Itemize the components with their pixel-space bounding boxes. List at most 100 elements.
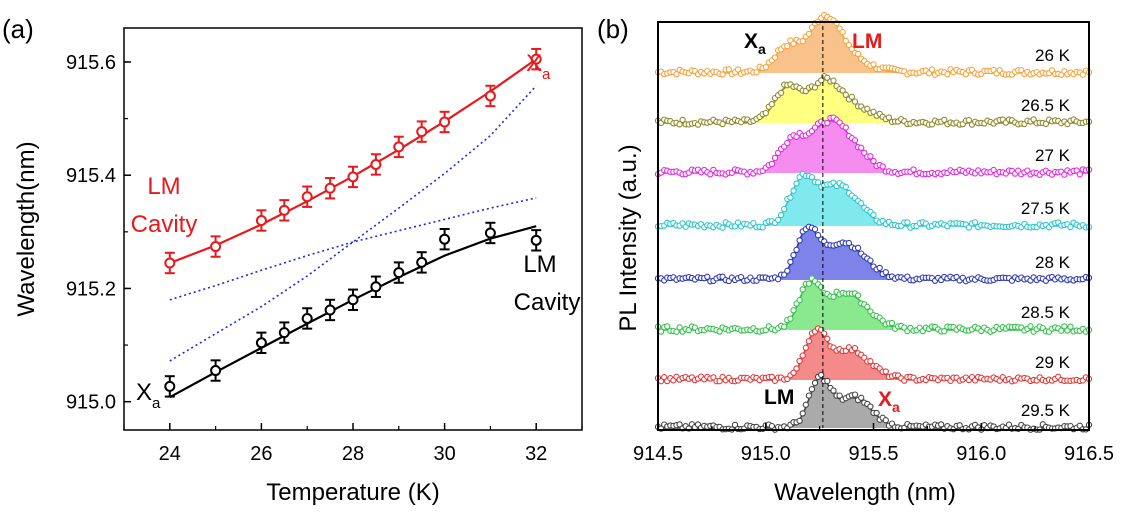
spectrum-point [1058,327,1065,334]
spectrum-point [676,421,683,428]
spectrum-point [774,216,782,224]
spectrum-point [851,137,859,144]
spectrum-point [858,144,865,151]
spectrum-point [1042,120,1050,128]
spectrum-point [836,392,843,399]
spectrum-point [790,187,797,194]
spectrum-fill [658,281,1089,330]
spectrum-point [793,180,800,187]
spectrum-point [876,264,883,272]
data-point [255,337,267,349]
panel-a-ticks: 24 26 28 30 32 915.0 915.2 915.4 915.6 [66,52,583,465]
spectrum-point [1061,323,1068,330]
annotation-cavity-red: Cavity [131,211,198,238]
data-point [484,90,496,102]
x-tick-label: 24 [159,443,181,465]
annotation-lm-red: LM [147,173,180,200]
spectrum-point [719,120,726,128]
spectrum-point [805,392,813,399]
annotation-lm-black: LM [523,251,556,278]
panel-a-points [164,47,542,398]
spectrum-point [1079,71,1086,78]
spectrum-point [805,30,813,38]
spectrum-fill [658,329,1089,380]
data-point [301,312,313,324]
spectrum-point [771,154,779,162]
fit-line [169,197,537,301]
spectrum-point [867,403,874,410]
spectrum-point [676,324,683,331]
data-point [255,215,267,227]
data-point [210,241,222,253]
temperature-label: 28 K [1035,253,1071,272]
temperature-label: 29.5 K [1021,401,1071,420]
spectrum-point [793,365,800,372]
spectrum-point [830,293,837,300]
spectrum-point [882,269,889,276]
data-point [530,234,542,246]
spectrum-point [941,328,948,335]
x-tick-label: 916.0 [956,443,1006,465]
spectrum-point [793,246,800,253]
spectrum-point [762,63,769,71]
x-tick-label: 32 [525,443,547,465]
temperature-label: 27 K [1035,146,1071,165]
spectrum-point [824,377,831,385]
spectrum-point [928,66,936,73]
panel-a-ylabel: Wavelength(nm) [13,141,40,316]
spectrum-point [781,271,788,278]
spectrum-point [851,98,859,105]
spectrum-point [787,315,794,322]
spectrum-point [762,109,769,117]
spectrum-point [784,267,791,274]
data-point [416,256,428,268]
spectrum-point [845,41,853,49]
temperature-label: 26.5 K [1021,96,1071,115]
y-tick-label: 915.2 [66,278,116,300]
annotation-cavity-black: Cavity [514,289,581,316]
data-point [164,380,176,392]
spectrum-point [771,54,779,61]
spectrum-point [965,116,973,124]
panel-b-spectra [654,11,1093,433]
spectrum-point [814,232,822,239]
spectrum-point [787,194,794,201]
spectrum-point [808,386,816,393]
spectrum-point [818,77,825,84]
spectrum-point [971,219,979,226]
spectrum-point [811,84,819,91]
spectrum-point [990,166,997,174]
y-tick-label: 915.0 [66,392,116,414]
spectrum-point [787,258,794,266]
data-point [324,304,336,316]
annotation-b-lm-top: LM [852,30,882,53]
panel-a-lines [169,58,537,399]
spectrum-point [781,205,788,213]
spectrum-point [719,224,726,231]
data-point [301,191,313,203]
spectrum-point [851,391,859,398]
spectrum-point [885,114,893,121]
annotation-b-xa-bottom: Xa [878,388,900,415]
panel-b-ylabel: PL Intensity (a.u.) [615,144,642,331]
spectrum-point [796,357,803,365]
panel-b-temperature-labels: 26 K 26.5 K 27 K 27.5 K 28 K 28.5 K 29 K 29.5 K [1021,46,1071,420]
spectrum-point [882,368,889,375]
fit-line [169,225,537,399]
spectrum-point [824,335,831,342]
spectrum-point [830,387,837,394]
data-point [370,281,382,293]
panel-a-xlabel: Temperature (K) [266,479,439,506]
spectrum-point [768,373,776,381]
spectrum-point [753,69,760,76]
annotation-xa-red: Xa [526,50,551,83]
temperature-label: 27.5 K [1021,199,1071,218]
spectrum-point [814,179,822,186]
spectrum-point [734,66,742,73]
spectrum-point [805,280,813,287]
panel-b-label: (b) [597,14,629,44]
spectrum-point [842,37,849,45]
panel-b-ticks: 914.5 915.0 915.5 916.0 916.5 [633,423,1114,465]
spectrum-point [870,157,877,165]
